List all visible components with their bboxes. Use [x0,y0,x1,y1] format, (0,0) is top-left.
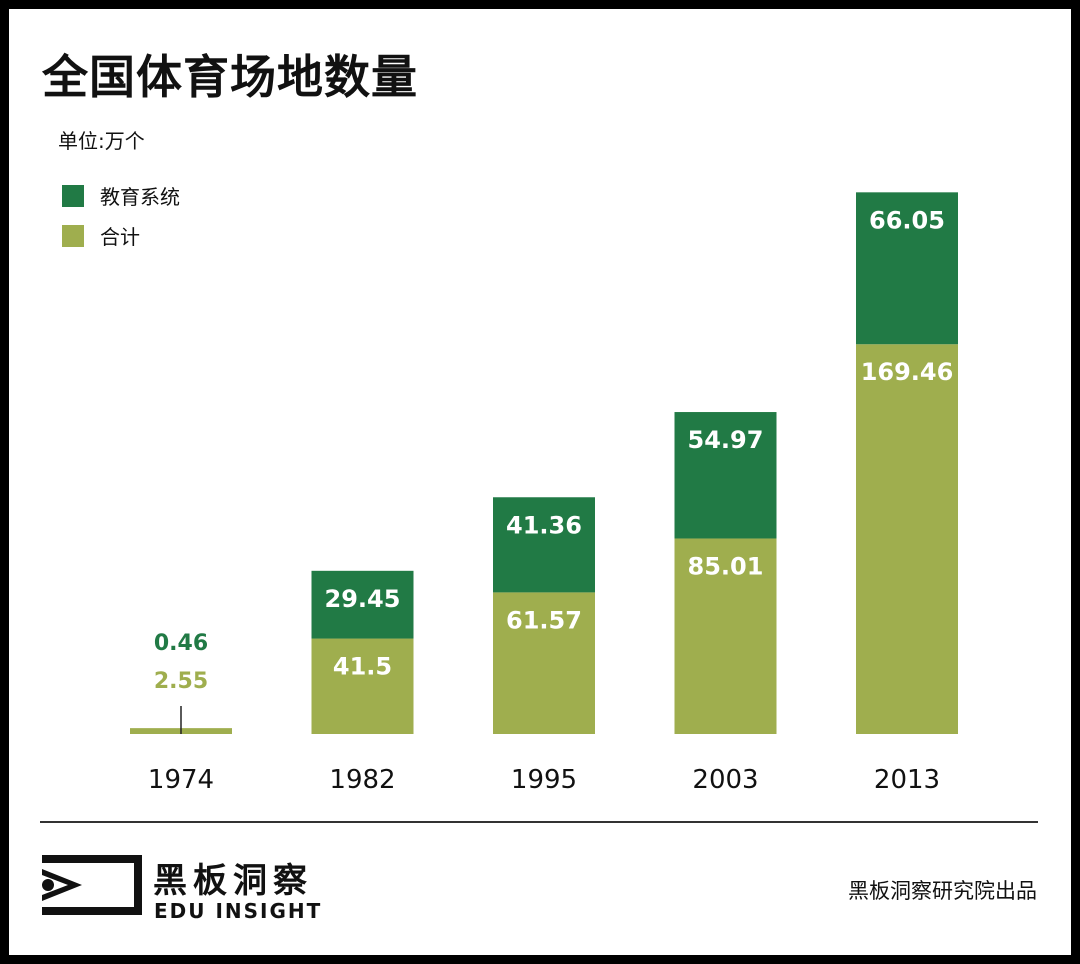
brand-name-cn: 黑板洞察 [153,861,313,901]
label-education-1995: 41.36 [506,511,582,539]
bar-education-2003 [674,412,777,539]
legend-item-total: 合计 [62,221,140,250]
label-education-1982: 29.45 [325,585,401,613]
bar-total-2003 [674,538,777,734]
legend-swatch-education [62,184,84,207]
stacked-bar-chart: 2.55 0.46 1974 29.45 41.5 1982 41.36 61.57 1995 5… [130,192,958,795]
legend-swatch-total [62,224,84,247]
x-tick-2003: 2003 [692,765,758,795]
x-tick-1974: 1974 [148,765,214,795]
label-total-1974: 2.55 [154,669,208,694]
x-tick-2013: 2013 [874,765,940,795]
eye-logo-icon [42,855,142,915]
footer-divider [40,821,1038,823]
label-total-2003: 85.01 [688,552,764,580]
x-tick-1995: 1995 [511,765,577,795]
label-education-2013: 66.05 [869,206,945,234]
legend-label-education: 教育系统 [100,185,180,209]
legend-item-education: 教育系统 [62,181,180,210]
brand-name-en: EDU INSIGHT [154,899,323,923]
label-education-2003: 54.97 [688,426,764,454]
bar-education-1982 [311,570,414,639]
bar-education-2013 [856,192,958,345]
bar-total-1982 [311,638,414,734]
unit-label: 单位:万个 [58,129,145,153]
bar-total-1995 [493,592,595,734]
chart-card: 全国体育场地数量 单位:万个 教育系统 合计 2.55 0.46 1974 29.45… [9,9,1071,955]
label-total-1995: 61.57 [506,606,582,634]
label-total-1982: 41.5 [333,653,392,681]
bar-education-1995 [493,497,595,593]
chart-title: 全国体育场地数量 [42,50,418,104]
label-education-1974: 0.46 [154,631,208,656]
credit-text: 黑板洞察研究院出品 [848,879,1037,903]
legend-label-total: 合计 [100,225,140,249]
label-total-2013: 169.46 [861,358,954,386]
x-tick-1982: 1982 [329,765,395,795]
bar-total-2013 [856,344,958,734]
